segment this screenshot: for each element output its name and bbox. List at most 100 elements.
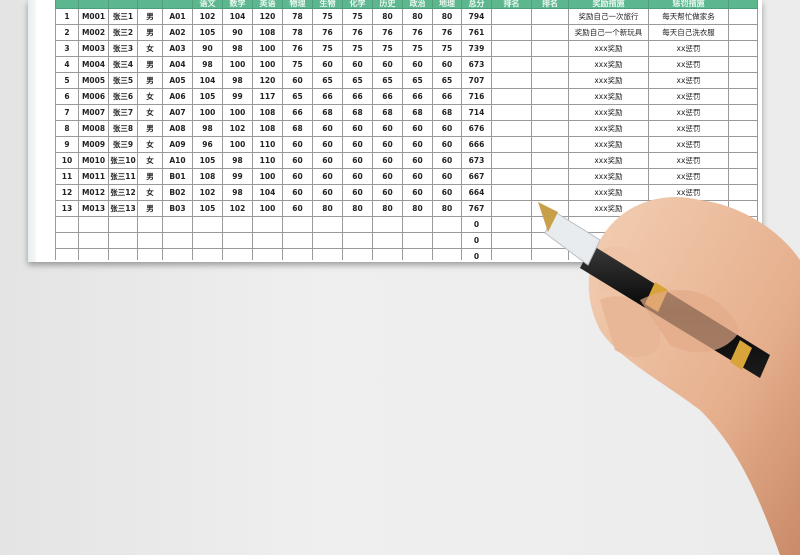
table-cell[interactable]: M003	[78, 40, 109, 57]
table-cell[interactable]: xxx奖励	[568, 56, 649, 73]
table-cell[interactable]: 100	[252, 40, 283, 57]
table-cell[interactable]: 女	[137, 88, 163, 105]
column-header[interactable]: 英语	[252, 0, 283, 9]
table-cell[interactable]: 9	[55, 136, 79, 153]
table-cell[interactable]	[568, 248, 649, 260]
table-cell[interactable]: 张三9	[108, 136, 138, 153]
table-cell[interactable]	[568, 232, 649, 249]
table-cell[interactable]: 60	[342, 184, 373, 201]
table-cell[interactable]: 65	[312, 72, 343, 89]
table-cell[interactable]	[192, 232, 223, 249]
table-cell[interactable]: 80	[432, 200, 462, 217]
table-cell[interactable]: 奖励自己一次旅行	[568, 8, 649, 25]
table-cell[interactable]	[162, 216, 193, 233]
table-cell[interactable]: 张三12	[108, 184, 138, 201]
table-cell[interactable]: 102	[192, 184, 223, 201]
table-cell[interactable]: B01	[162, 168, 193, 185]
table-cell[interactable]: M009	[78, 136, 109, 153]
table-cell[interactable]	[432, 232, 462, 249]
table-cell[interactable]	[402, 248, 433, 260]
table-cell[interactable]: 60	[342, 56, 373, 73]
table-cell[interactable]: M002	[78, 24, 109, 41]
table-cell[interactable]: M007	[78, 104, 109, 121]
table-cell[interactable]	[222, 216, 253, 233]
table-cell[interactable]	[728, 40, 758, 57]
table-cell[interactable]: xx惩罚	[648, 72, 729, 89]
table-cell[interactable]	[728, 136, 758, 153]
table-cell[interactable]	[78, 248, 109, 260]
table-cell[interactable]	[402, 216, 433, 233]
table-cell[interactable]: 张三4	[108, 56, 138, 73]
table-cell[interactable]	[568, 216, 649, 233]
table-cell[interactable]	[491, 72, 532, 89]
table-cell[interactable]: 104	[222, 8, 253, 25]
table-cell[interactable]: 60	[312, 120, 343, 137]
table-cell[interactable]: 75	[312, 8, 343, 25]
table-cell[interactable]: 男	[137, 168, 163, 185]
table-cell[interactable]: 76	[312, 24, 343, 41]
table-cell[interactable]: M011	[78, 168, 109, 185]
table-cell[interactable]	[55, 248, 79, 260]
table-cell[interactable]: 张三2	[108, 24, 138, 41]
table-cell[interactable]: 65	[342, 72, 373, 89]
table-cell[interactable]: 794	[461, 8, 492, 25]
table-cell[interactable]	[137, 232, 163, 249]
table-cell[interactable]: xx惩罚	[648, 136, 729, 153]
table-cell[interactable]: B02	[162, 184, 193, 201]
table-cell[interactable]	[108, 232, 138, 249]
table-cell[interactable]: 张三10	[108, 152, 138, 169]
table-cell[interactable]	[162, 232, 193, 249]
table-cell[interactable]: 673	[461, 56, 492, 73]
table-cell[interactable]: 男	[137, 72, 163, 89]
table-cell[interactable]	[491, 136, 532, 153]
column-header[interactable]: 政治	[402, 0, 433, 9]
table-cell[interactable]	[531, 40, 569, 57]
table-cell[interactable]	[728, 120, 758, 137]
table-cell[interactable]: 60	[282, 152, 313, 169]
table-cell[interactable]: 98	[222, 40, 253, 57]
table-cell[interactable]	[312, 216, 343, 233]
table-cell[interactable]: 104	[252, 184, 283, 201]
table-cell[interactable]: 2	[55, 24, 79, 41]
table-cell[interactable]: 60	[282, 72, 313, 89]
table-cell[interactable]	[372, 248, 403, 260]
table-cell[interactable]: 80	[342, 200, 373, 217]
table-cell[interactable]: 105	[192, 200, 223, 217]
table-cell[interactable]: 60	[372, 184, 403, 201]
table-cell[interactable]: 75	[342, 40, 373, 57]
table-cell[interactable]	[531, 216, 569, 233]
table-cell[interactable]: 80	[372, 8, 403, 25]
table-cell[interactable]: 60	[312, 184, 343, 201]
table-cell[interactable]: M004	[78, 56, 109, 73]
table-cell[interactable]: 98	[222, 184, 253, 201]
table-cell[interactable]: 11	[55, 168, 79, 185]
table-cell[interactable]: A03	[162, 40, 193, 57]
table-cell[interactable]	[192, 216, 223, 233]
table-cell[interactable]: 666	[461, 136, 492, 153]
table-cell[interactable]: 78	[282, 24, 313, 41]
table-cell[interactable]: 667	[461, 168, 492, 185]
table-cell[interactable]: xx惩罚	[648, 40, 729, 57]
table-cell[interactable]	[432, 216, 462, 233]
table-cell[interactable]	[402, 232, 433, 249]
table-cell[interactable]	[55, 232, 79, 249]
table-cell[interactable]: 1	[55, 8, 79, 25]
table-cell[interactable]: 707	[461, 72, 492, 89]
table-cell[interactable]: 105	[192, 152, 223, 169]
table-cell[interactable]: 75	[282, 56, 313, 73]
table-cell[interactable]: 100	[222, 136, 253, 153]
table-cell[interactable]	[728, 248, 758, 260]
table-cell[interactable]: xxx奖励	[568, 168, 649, 185]
column-header[interactable]: 生物	[312, 0, 343, 9]
column-header[interactable]	[728, 0, 758, 9]
table-cell[interactable]: xxx奖励	[568, 40, 649, 57]
table-cell[interactable]	[531, 104, 569, 121]
table-cell[interactable]: xxx奖励	[568, 152, 649, 169]
table-cell[interactable]: 102	[222, 120, 253, 137]
column-header[interactable]: 惩罚措施	[648, 0, 729, 9]
table-cell[interactable]: 100	[252, 200, 283, 217]
table-cell[interactable]: 张三13	[108, 200, 138, 217]
table-cell[interactable]: 60	[432, 184, 462, 201]
table-cell[interactable]: xxx奖励	[568, 104, 649, 121]
table-cell[interactable]: 13	[55, 200, 79, 217]
